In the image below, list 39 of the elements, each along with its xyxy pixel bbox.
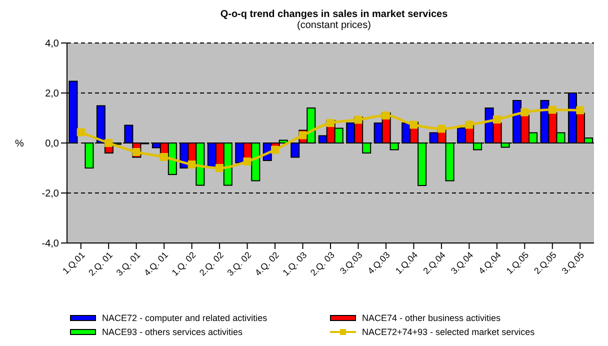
point	[465, 120, 474, 129]
x-tick-label: 2.Q. 02	[198, 250, 226, 278]
x-tick-label: 3.Q. 02	[225, 250, 254, 278]
point	[326, 119, 334, 127]
y-tick-label: -2,0	[42, 188, 60, 200]
x-tick-label: 1.Q. 02	[170, 250, 198, 278]
point	[576, 106, 584, 114]
point	[271, 146, 280, 154]
point	[104, 139, 113, 147]
legend-label: NACE74 - other business activities	[362, 313, 501, 323]
legend-label: NACE72+74+93 - selected market services	[362, 327, 535, 337]
x-tick-label: 4.Q. 02	[253, 250, 281, 278]
point	[492, 116, 501, 124]
x-tick-label: 4.Q. 01	[142, 250, 170, 278]
point	[382, 112, 390, 120]
x-tick-label: 1.Q. 03	[280, 250, 309, 278]
point	[160, 153, 168, 161]
point	[188, 160, 196, 168]
y-tick-label: 2,0	[45, 88, 60, 100]
legend-label: NACE93 - others services activities	[102, 327, 243, 337]
y-tick-label: 4,0	[45, 38, 60, 50]
point	[76, 128, 85, 136]
y-tick-label: -4,0	[42, 238, 60, 250]
point	[298, 131, 307, 140]
y-tick-label: 0,0	[45, 138, 60, 150]
x-tick-label: 3.Q. 01	[114, 250, 142, 278]
point	[410, 120, 418, 129]
y-axis-title: %	[15, 138, 24, 150]
point	[243, 158, 252, 166]
chart-subtitle: (constant prices)	[296, 20, 372, 31]
x-tick-label: 2.Q. 01	[86, 250, 115, 278]
point	[520, 108, 529, 116]
chart-title: Q-o-q trend changes in sales in market services	[219, 9, 449, 20]
point	[548, 106, 556, 114]
legend-label: NACE72 - computer and related activities	[102, 313, 268, 323]
point	[354, 116, 362, 124]
x-tick-label: 2.Q. 03	[308, 250, 336, 278]
point	[216, 164, 224, 172]
point	[437, 124, 446, 133]
